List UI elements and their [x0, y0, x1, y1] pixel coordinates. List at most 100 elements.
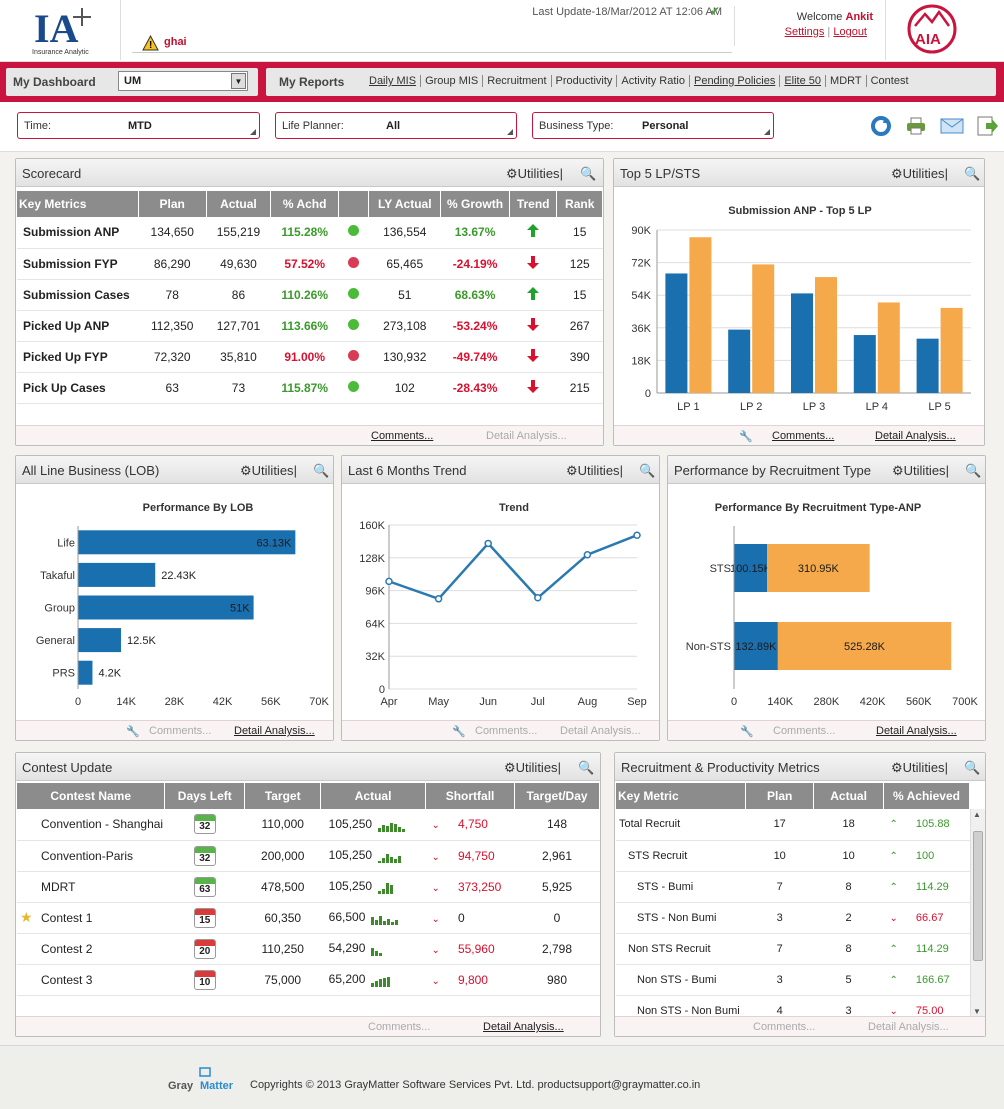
scroll-up-icon[interactable]: ▲ [973, 810, 981, 819]
zoom-icon[interactable]: 🔍 [313, 463, 330, 478]
utilities-menu[interactable]: ⚙Utilities| [891, 760, 948, 775]
table-row[interactable]: Non STS - Non Bumi 4 3 ⌄ 75.00 [616, 995, 970, 1017]
detail-analysis-link[interactable]: Detail Analysis... [486, 430, 567, 442]
report-link-activity-ratio[interactable]: Activity Ratio [617, 75, 690, 87]
bar[interactable] [78, 595, 254, 620]
col-plan[interactable]: Plan [745, 783, 815, 809]
dashboard-select[interactable]: UM [118, 71, 248, 91]
scrollbar[interactable]: ▲ ▼ [970, 809, 985, 1017]
table-row[interactable]: Picked Up ANP 112,350 127,701 113.66% 273,10… [17, 310, 603, 341]
report-link-group-mis[interactable]: Group MIS [421, 75, 484, 87]
email-icon[interactable] [940, 115, 964, 137]
report-link-mdrt[interactable]: MDRT [826, 75, 867, 87]
report-link-contest[interactable]: Contest [870, 75, 909, 87]
col-actual[interactable]: Actual [320, 783, 427, 809]
col-target-day[interactable]: Target/Day [514, 783, 600, 809]
table-row[interactable]: Non STS - Bumi 3 5 ⌃ 166.67 [616, 964, 970, 995]
table-row[interactable]: ★ Contest 1 15 60,350 66,500 ⌄ 0 0 [17, 902, 600, 933]
col-contest-name[interactable]: Contest Name [17, 783, 166, 809]
utilities-menu[interactable]: ⚙Utilities| [566, 463, 623, 478]
bar-segment[interactable] [777, 622, 952, 670]
contest-name[interactable]: Convention - Shanghai [41, 817, 164, 832]
data-point[interactable] [583, 550, 592, 559]
data-point[interactable] [484, 539, 492, 548]
bar[interactable] [78, 660, 93, 685]
contest-name[interactable]: Contest 2 [41, 941, 93, 956]
contest-name[interactable]: Contest 3 [41, 972, 93, 987]
detail-analysis-link[interactable]: Detail Analysis... [875, 430, 956, 442]
detail-analysis-link[interactable]: Detail Analysis... [876, 725, 957, 737]
comments-link[interactable]: Comments... [772, 430, 835, 442]
table-row[interactable]: Submission FYP 86,290 49,630 57.52% 65,465 -2… [17, 248, 603, 279]
report-link-daily-mis[interactable]: Daily MIS [365, 75, 422, 87]
logout-link[interactable]: Logout [833, 26, 867, 38]
data-point[interactable] [434, 595, 443, 603]
data-point[interactable] [385, 577, 393, 586]
refresh-icon[interactable] [870, 115, 892, 137]
detail-analysis-link[interactable]: Detail Analysis... [560, 725, 641, 737]
table-row[interactable]: Non STS Recruit 7 8 ⌃ 114.29 [616, 933, 970, 964]
zoom-icon[interactable]: 🔍 [965, 463, 982, 478]
col-target[interactable]: Target [244, 783, 322, 809]
detail-analysis-link[interactable]: Detail Analysis... [483, 1021, 564, 1033]
chevron-down-icon[interactable]: ▼ [231, 73, 246, 89]
comments-link[interactable]: Comments... [371, 430, 434, 442]
print-icon[interactable] [905, 115, 927, 137]
bar[interactable] [78, 628, 122, 653]
contest-name[interactable]: Contest 1 [41, 910, 93, 925]
bar[interactable] [940, 307, 963, 393]
table-row[interactable]: Contest 3 10 75,000 65,200 ⌄ 9,800 980 [17, 964, 600, 995]
table-row[interactable]: STS - Bumi 7 8 ⌃ 114.29 [616, 871, 970, 902]
data-point[interactable] [534, 594, 542, 602]
utilities-menu[interactable]: ⚙Utilities| [504, 760, 561, 775]
bar[interactable] [689, 237, 712, 393]
scrollbar-thumb[interactable] [973, 831, 983, 961]
utilities-menu[interactable]: ⚙Utilities| [240, 463, 297, 478]
utilities-menu[interactable]: ⚙Utilities| [891, 166, 948, 181]
table-row[interactable]: Contest 2 20 110,250 54,290 ⌄ 55,960 2,798 [17, 933, 600, 964]
comments-link[interactable]: Comments... [368, 1021, 431, 1033]
utilities-menu[interactable]: ⚙Utilities| [506, 166, 563, 181]
zoom-icon[interactable]: 🔍 [964, 166, 981, 181]
contest-name[interactable]: MDRT [41, 879, 76, 894]
bar[interactable] [78, 530, 296, 555]
col-key-metric[interactable]: Key Metric [616, 783, 747, 809]
bar-segment[interactable] [734, 622, 778, 670]
detail-analysis-link[interactable]: Detail Analysis... [234, 725, 315, 737]
utilities-menu[interactable]: ⚙Utilities| [892, 463, 949, 478]
bar[interactable] [665, 273, 688, 393]
bar[interactable] [752, 264, 775, 393]
alert-user[interactable]: ghai [164, 36, 187, 48]
table-row[interactable]: STS Recruit 10 10 ⌃ 100 [616, 840, 970, 871]
bar[interactable] [815, 277, 837, 393]
zoom-icon[interactable]: 🔍 [639, 463, 656, 478]
col-actual[interactable]: Actual [206, 191, 272, 217]
col-key-metrics[interactable]: Key Metrics [17, 191, 139, 217]
settings-link[interactable]: Settings [784, 26, 825, 38]
data-point[interactable] [633, 531, 641, 539]
zoom-icon[interactable]: 🔍 [964, 760, 981, 775]
comments-link[interactable]: Comments... [149, 725, 212, 737]
bar-segment[interactable] [767, 544, 870, 592]
bar-segment[interactable] [734, 544, 768, 592]
life-planner-filter[interactable]: Life Planner: All [275, 112, 517, 139]
table-row[interactable]: MDRT 63 478,500 105,250 ⌄ 373,250 5,925 [17, 871, 600, 902]
col-ly-actual[interactable]: LY Actual [368, 191, 442, 217]
business-type-filter[interactable]: Business Type: Personal [532, 112, 774, 139]
scroll-down-icon[interactable]: ▼ [973, 1007, 981, 1016]
col-plan[interactable]: Plan [138, 191, 207, 217]
my-reports-label[interactable]: My Reports [279, 75, 345, 89]
bar[interactable] [877, 302, 900, 393]
zoom-icon[interactable]: 🔍 [580, 166, 597, 181]
table-row[interactable]: Pick Up Cases 63 73 115.87% 102 -28.43% 215 [17, 372, 603, 403]
export-icon[interactable] [976, 115, 998, 137]
bar[interactable] [791, 293, 813, 393]
bar[interactable] [853, 335, 876, 393]
bar[interactable] [728, 329, 751, 393]
table-row[interactable]: Submission ANP 134,650 155,219 115.28% 136,5… [17, 217, 603, 248]
my-dashboard-label[interactable]: My Dashboard [13, 75, 96, 89]
report-link-recruitment[interactable]: Recruitment [483, 75, 552, 87]
comments-link[interactable]: Comments... [753, 1021, 816, 1033]
zoom-icon[interactable]: 🔍 [578, 760, 595, 775]
col-rank[interactable]: Rank [556, 191, 603, 217]
